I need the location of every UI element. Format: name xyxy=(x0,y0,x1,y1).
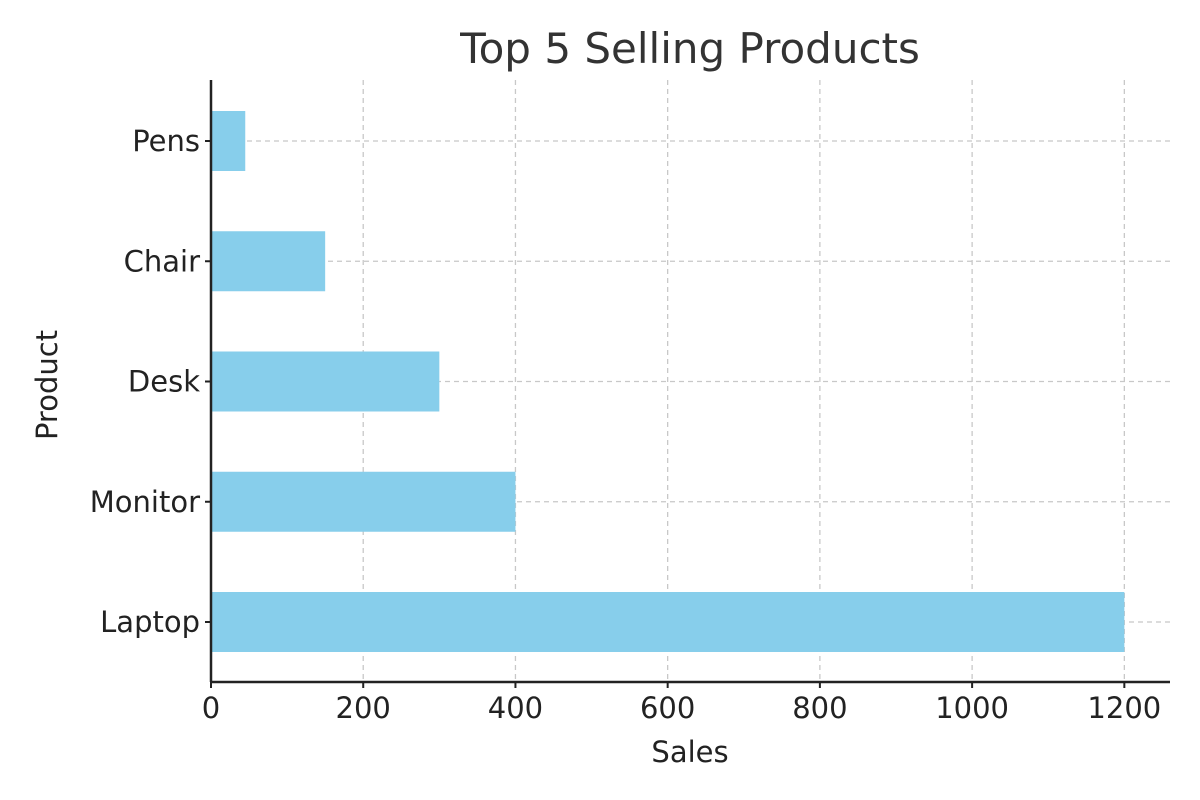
x-tick-label-2: 400 xyxy=(488,691,543,725)
x-tick-label-3: 600 xyxy=(640,691,695,725)
x-tick-label-5: 1000 xyxy=(935,691,1009,725)
bar-pens xyxy=(211,111,246,171)
bar-monitor xyxy=(211,471,516,532)
bar-laptop xyxy=(211,592,1125,652)
y-tick-label-chair: Chair xyxy=(124,244,200,278)
y-tick-label-laptop: Laptop xyxy=(100,605,200,639)
x-tick-label-0: 0 xyxy=(202,691,220,725)
y-tick-label-monitor: Monitor xyxy=(90,485,200,519)
x-axis-label: Sales xyxy=(651,735,728,769)
x-tick-label-4: 800 xyxy=(792,691,847,725)
chart-title: Top 5 Selling Products xyxy=(459,24,920,73)
tick-labels: 0 200 400 600 800 1000 1200 Laptop Monitor Desk Ch… xyxy=(90,124,1161,725)
y-tick-label-desk: Desk xyxy=(128,365,200,399)
bars xyxy=(211,111,1125,652)
bar-chair xyxy=(211,231,326,292)
x-tick-label-1: 200 xyxy=(336,691,391,725)
y-tick-label-pens: Pens xyxy=(132,124,200,158)
x-tick-label-6: 1200 xyxy=(1087,691,1161,725)
bar-desk xyxy=(211,351,440,412)
y-axis-label: Product xyxy=(30,330,64,440)
